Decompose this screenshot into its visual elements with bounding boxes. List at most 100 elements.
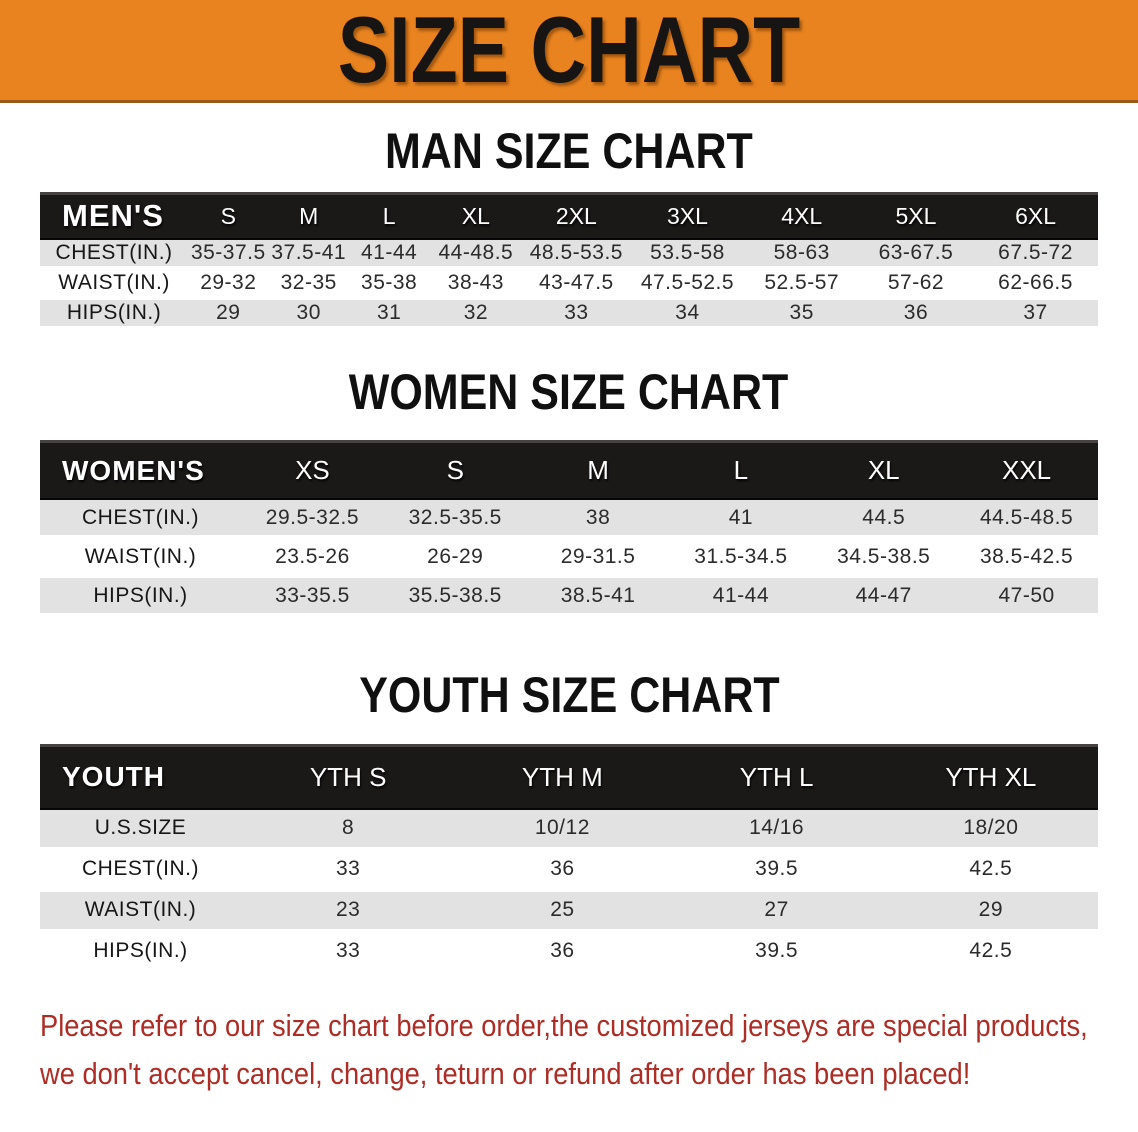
youth-size-table: YOUTH YTH S YTH M YTH L YTH XL U.S.SIZE 8 10/12… [40, 743, 1098, 974]
column-header: S [188, 191, 269, 240]
women-section-heading: WOMEN SIZE CHART [0, 365, 1138, 419]
table-cell: 38 [526, 500, 670, 539]
column-header: 5XL [858, 191, 974, 240]
table-cell: 41-44 [669, 578, 813, 617]
table-cell: 44.5 [812, 500, 956, 539]
banner: SIZE CHART [0, 0, 1138, 103]
table-header-row: WOMEN'S XS S M L XL XXL [40, 440, 1098, 500]
row-label: HIPS(IN.) [40, 933, 242, 974]
table-cell: 36 [455, 933, 670, 974]
column-header: XXL [955, 440, 1098, 500]
table-cell: 30 [268, 299, 349, 330]
disclaimer-line-2: we don't accept cancel, change, teturn o… [40, 1056, 971, 1092]
table-cell: 29-32 [188, 270, 269, 300]
column-header: 3XL [630, 191, 745, 240]
table-cell: 33 [522, 299, 631, 330]
table-cell: 47-50 [955, 578, 1098, 617]
table-row: HIPS(IN.) 33 36 39.5 42.5 [40, 933, 1098, 974]
column-header: 6XL [973, 191, 1098, 240]
table-cell: 52.5-57 [744, 270, 859, 300]
table-cell: 32 [429, 299, 523, 330]
table-cell: 57-62 [858, 270, 974, 300]
corner-cell: WOMEN'S [40, 440, 242, 500]
women-size-table: WOMEN'S XS S M L XL XXL CHEST(IN.) 29.5-32.5 32.5… [40, 440, 1098, 617]
table-cell: 63-67.5 [858, 239, 974, 270]
table-cell: 34.5-38.5 [812, 539, 956, 578]
table-cell: 42.5 [883, 933, 1098, 974]
row-label: CHEST(IN.) [40, 239, 189, 270]
table-cell: 35 [744, 299, 859, 330]
table-cell: 44-48.5 [429, 239, 523, 270]
table-cell: 42.5 [883, 851, 1098, 892]
table-cell: 25 [455, 891, 670, 933]
column-header: XS [241, 440, 384, 500]
disclaimer-note: Please refer to our size chart before or… [40, 1002, 1138, 1100]
table-cell: 53.5-58 [630, 239, 745, 270]
table-row: WAIST(IN.) 29-32 32-35 35-38 38-43 43-47.5 47.… [40, 270, 1098, 300]
table-cell: 41-44 [348, 239, 430, 270]
column-header: XL [812, 440, 956, 500]
table-cell: 35-38 [348, 270, 430, 300]
table-cell: 29 [188, 299, 269, 330]
column-header: M [526, 440, 670, 500]
table-cell: 23 [241, 891, 456, 933]
table-cell: 10/12 [455, 809, 670, 851]
youth-section-heading-text: YOUTH SIZE CHART [358, 667, 780, 723]
row-label: U.S.SIZE [40, 809, 242, 851]
table-row: CHEST(IN.) 33 36 39.5 42.5 [40, 851, 1098, 892]
table-cell: 31.5-34.5 [669, 539, 813, 578]
table-row: CHEST(IN.) 35-37.5 37.5-41 41-44 44-48.5 48.5… [40, 239, 1098, 270]
table-row: U.S.SIZE 8 10/12 14/16 18/20 [40, 809, 1098, 851]
column-header: S [383, 440, 527, 500]
table-cell: 29-31.5 [526, 539, 670, 578]
table-cell: 31 [348, 299, 430, 330]
table-cell: 41 [669, 500, 813, 539]
table-cell: 47.5-52.5 [630, 270, 745, 300]
men-section-heading-text: MAN SIZE CHART [385, 123, 753, 179]
section-youth: YOUTH SIZE CHART YOUTH YTH S YTH M YTH L YTH… [0, 669, 1138, 974]
table-cell: 34 [630, 299, 745, 330]
table-cell: 62-66.5 [973, 270, 1098, 300]
table-cell: 29.5-32.5 [241, 500, 384, 539]
table-cell: 8 [241, 809, 456, 851]
column-header: XL [429, 191, 523, 240]
table-cell: 37 [973, 299, 1098, 330]
column-header: YTH L [669, 743, 884, 810]
section-men: MAN SIZE CHART MEN'S S M L XL 2XL 3XL 4XL 5XL 6XL… [0, 125, 1138, 330]
table-cell: 38.5-42.5 [955, 539, 1098, 578]
men-size-table: MEN'S S M L XL 2XL 3XL 4XL 5XL 6XL CHEST(IN.) 35-37… [40, 191, 1098, 330]
table-cell: 36 [858, 299, 974, 330]
table-cell: 14/16 [669, 809, 884, 851]
table-cell: 32-35 [268, 270, 349, 300]
table-cell: 43-47.5 [522, 270, 631, 300]
table-cell: 39.5 [669, 851, 884, 892]
table-row: CHEST(IN.) 29.5-32.5 32.5-35.5 38 41 44.5 44.5… [40, 500, 1098, 539]
column-header: 2XL [522, 191, 631, 240]
table-cell: 48.5-53.5 [522, 239, 631, 270]
table-header-row: MEN'S S M L XL 2XL 3XL 4XL 5XL 6XL [40, 191, 1098, 240]
page-title: SIZE CHART [337, 0, 801, 102]
row-label: WAIST(IN.) [40, 270, 189, 300]
men-section-heading: MAN SIZE CHART [0, 125, 1138, 178]
youth-section-heading: YOUTH SIZE CHART [0, 669, 1138, 722]
table-cell: 37.5-41 [268, 239, 349, 270]
column-header: YTH M [455, 743, 670, 810]
table-row: WAIST(IN.) 23.5-26 26-29 29-31.5 31.5-34.5 34… [40, 539, 1098, 578]
row-label: HIPS(IN.) [40, 299, 189, 330]
column-header: 4XL [744, 191, 859, 240]
table-cell: 18/20 [883, 809, 1098, 851]
table-cell: 58-63 [744, 239, 859, 270]
table-cell: 35.5-38.5 [383, 578, 527, 617]
table-cell: 33-35.5 [241, 578, 384, 617]
table-row: HIPS(IN.) 33-35.5 35.5-38.5 38.5-41 41-44 44-… [40, 578, 1098, 617]
table-cell: 29 [883, 891, 1098, 933]
table-cell: 33 [241, 851, 456, 892]
table-row: HIPS(IN.) 29 30 31 32 33 34 35 36 37 [40, 299, 1098, 330]
table-cell: 32.5-35.5 [383, 500, 527, 539]
row-label: HIPS(IN.) [40, 578, 242, 617]
table-cell: 38.5-41 [526, 578, 670, 617]
section-women: WOMEN SIZE CHART WOMEN'S XS S M L XL XXL CHEST(… [0, 365, 1138, 617]
table-cell: 33 [241, 933, 456, 974]
table-cell: 44.5-48.5 [955, 500, 1098, 539]
column-header: YTH XL [883, 743, 1098, 810]
